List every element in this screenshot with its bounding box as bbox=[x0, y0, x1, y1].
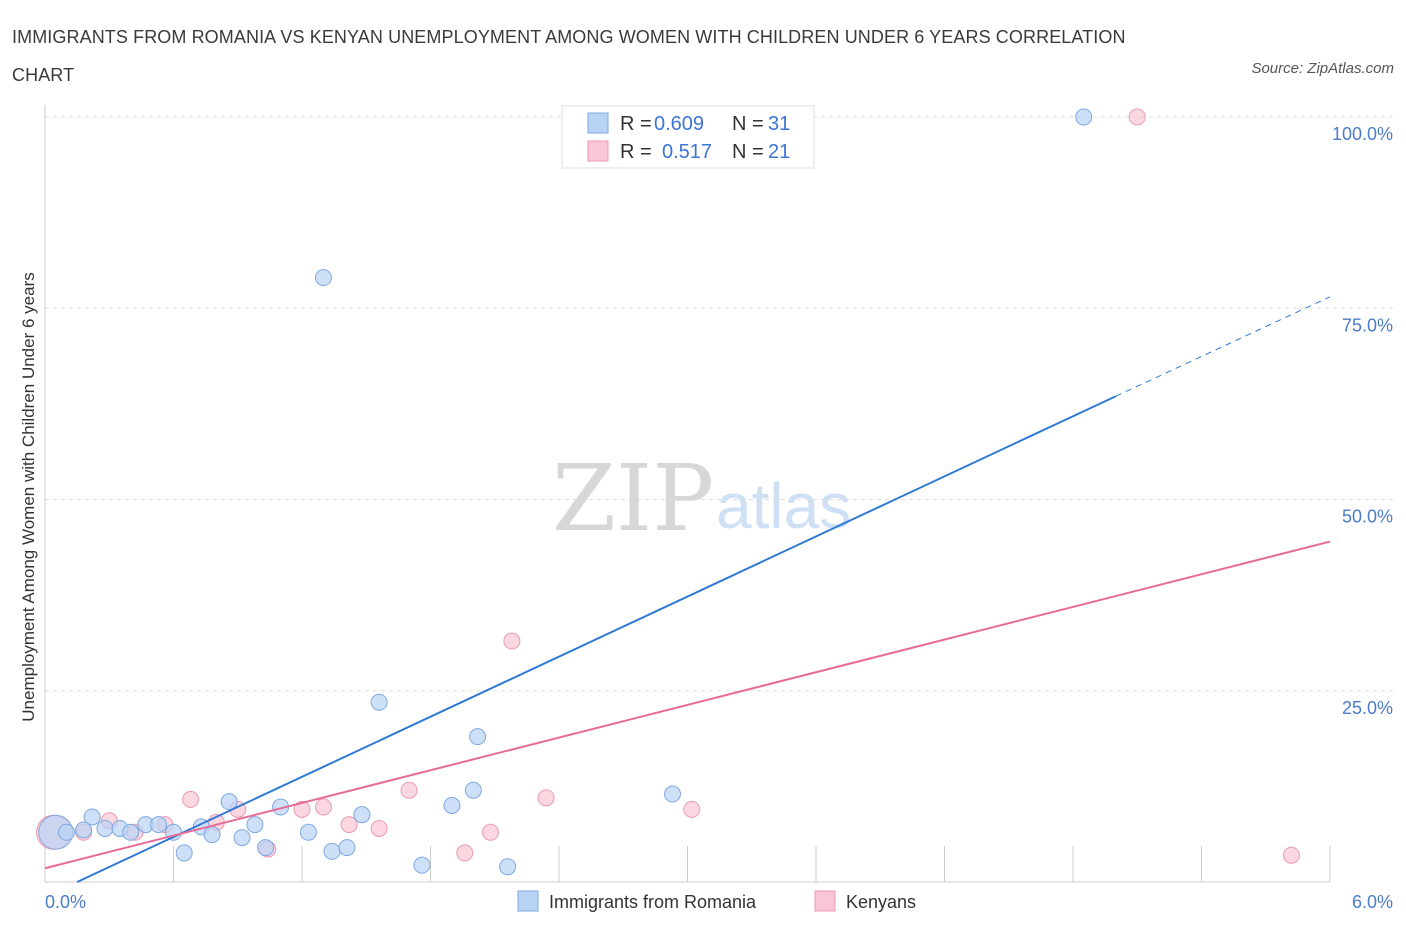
data-points bbox=[36, 108, 1300, 876]
legend-r-value: 0.517 bbox=[662, 141, 712, 163]
y-tick-label: 25.0% bbox=[1342, 698, 1393, 718]
grid bbox=[45, 116, 1393, 692]
kenyans-point bbox=[481, 823, 499, 841]
watermark-zip: ZIP bbox=[552, 445, 714, 552]
romania-point bbox=[499, 858, 517, 876]
kenyans-point bbox=[456, 844, 474, 862]
watermark-atlas: atlas bbox=[716, 470, 851, 542]
x-tick-label-min: 0.0% bbox=[45, 892, 86, 912]
bottom-legend-swatch-romania bbox=[517, 890, 539, 912]
bottom-legend: Immigrants from Romania Kenyans bbox=[517, 890, 916, 912]
y-tick-label: 75.0% bbox=[1342, 315, 1393, 335]
axes: 25.0% 50.0% 75.0% 100.0% bbox=[44, 105, 1393, 883]
romania-point bbox=[233, 829, 251, 847]
kenyans-point bbox=[314, 798, 332, 816]
legend-swatch-romania bbox=[587, 112, 609, 134]
legend-box: R = 0.609 N = 31 R = 0.517 N = 21 bbox=[561, 105, 815, 169]
romania-point bbox=[75, 821, 93, 839]
romania-point bbox=[464, 781, 482, 799]
romania-point bbox=[469, 728, 487, 746]
bottom-legend-swatch-kenyans bbox=[814, 890, 836, 912]
kenyans-point bbox=[1128, 108, 1146, 126]
trend-lines bbox=[44, 296, 1331, 883]
kenyans-point bbox=[503, 632, 521, 650]
kenyans-point bbox=[293, 800, 311, 818]
romania-point bbox=[353, 806, 371, 824]
romania-point bbox=[338, 839, 356, 857]
kenyans-point bbox=[340, 816, 358, 834]
romania-point bbox=[246, 816, 264, 834]
kenyans-point bbox=[400, 781, 418, 799]
legend-r-label: R = bbox=[620, 113, 652, 135]
romania-point bbox=[323, 842, 341, 860]
source-note: Source: ZipAtlas.com bbox=[1251, 60, 1394, 77]
romania-point bbox=[370, 693, 388, 711]
legend-n-label: N = bbox=[732, 113, 764, 135]
romania-point bbox=[299, 823, 317, 841]
romania-point bbox=[443, 797, 461, 814]
bottom-legend-label-kenyans: Kenyans bbox=[846, 892, 916, 912]
legend-n-value: 31 bbox=[768, 113, 790, 135]
romania-point bbox=[83, 808, 101, 826]
y-axis-label: Unemployment Among Women with Children U… bbox=[19, 272, 38, 721]
kenyans-point bbox=[370, 819, 388, 837]
romania-point bbox=[175, 844, 193, 862]
romania-point bbox=[314, 269, 332, 287]
kenyans-trend-line bbox=[44, 540, 1331, 870]
romania-point bbox=[413, 856, 431, 874]
romania-point bbox=[150, 816, 168, 834]
legend-n-value: 21 bbox=[768, 141, 790, 163]
romania-point bbox=[203, 826, 221, 844]
kenyans-point bbox=[1282, 846, 1300, 864]
y-tick-label: 50.0% bbox=[1342, 507, 1393, 527]
legend-n-label: N = bbox=[732, 141, 764, 163]
romania-trend-line bbox=[76, 395, 1117, 883]
romania-point bbox=[257, 839, 275, 857]
chart-title: IMMIGRANTS FROM ROMANIA VS KENYAN UNEMPL… bbox=[12, 27, 1126, 85]
x-tick-label-max: 6.0% bbox=[1352, 892, 1393, 912]
bottom-legend-label-romania: Immigrants from Romania bbox=[549, 892, 757, 912]
kenyans-point bbox=[182, 790, 200, 808]
romania-point bbox=[57, 823, 75, 841]
romania-point bbox=[96, 819, 114, 837]
romania-point bbox=[122, 823, 140, 841]
kenyans-point bbox=[683, 800, 701, 818]
kenyans-point bbox=[537, 789, 555, 807]
legend-swatch-kenyans bbox=[587, 140, 609, 162]
romania-point bbox=[220, 793, 238, 811]
y-tick-label: 100.0% bbox=[1332, 124, 1393, 144]
romania-point bbox=[1075, 108, 1093, 126]
legend-r-label: R = bbox=[620, 141, 652, 163]
romania-trend-extension bbox=[1115, 296, 1331, 397]
romania-point bbox=[664, 785, 682, 803]
legend-r-value: 0.609 bbox=[654, 113, 704, 135]
